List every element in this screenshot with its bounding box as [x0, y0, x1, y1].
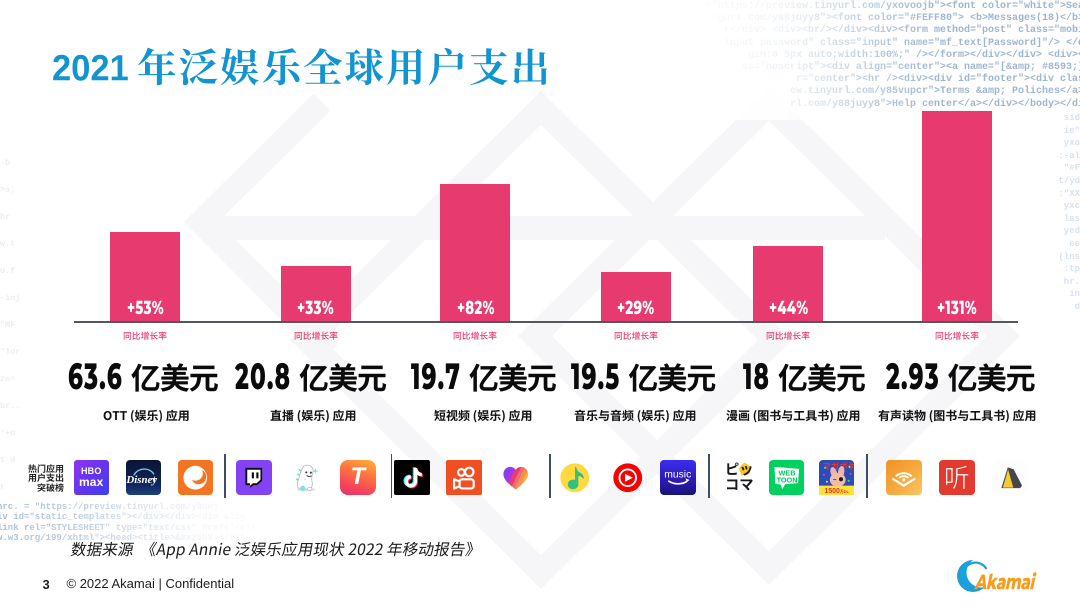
svg-text:TOON: TOON [776, 475, 797, 484]
svg-text:+: + [151, 474, 157, 485]
svg-text:WEB: WEB [778, 468, 795, 477]
svg-text:1500万DL: 1500万DL [824, 488, 849, 495]
svg-text:music: music [664, 469, 691, 480]
svg-text:Disney: Disney [126, 474, 157, 486]
